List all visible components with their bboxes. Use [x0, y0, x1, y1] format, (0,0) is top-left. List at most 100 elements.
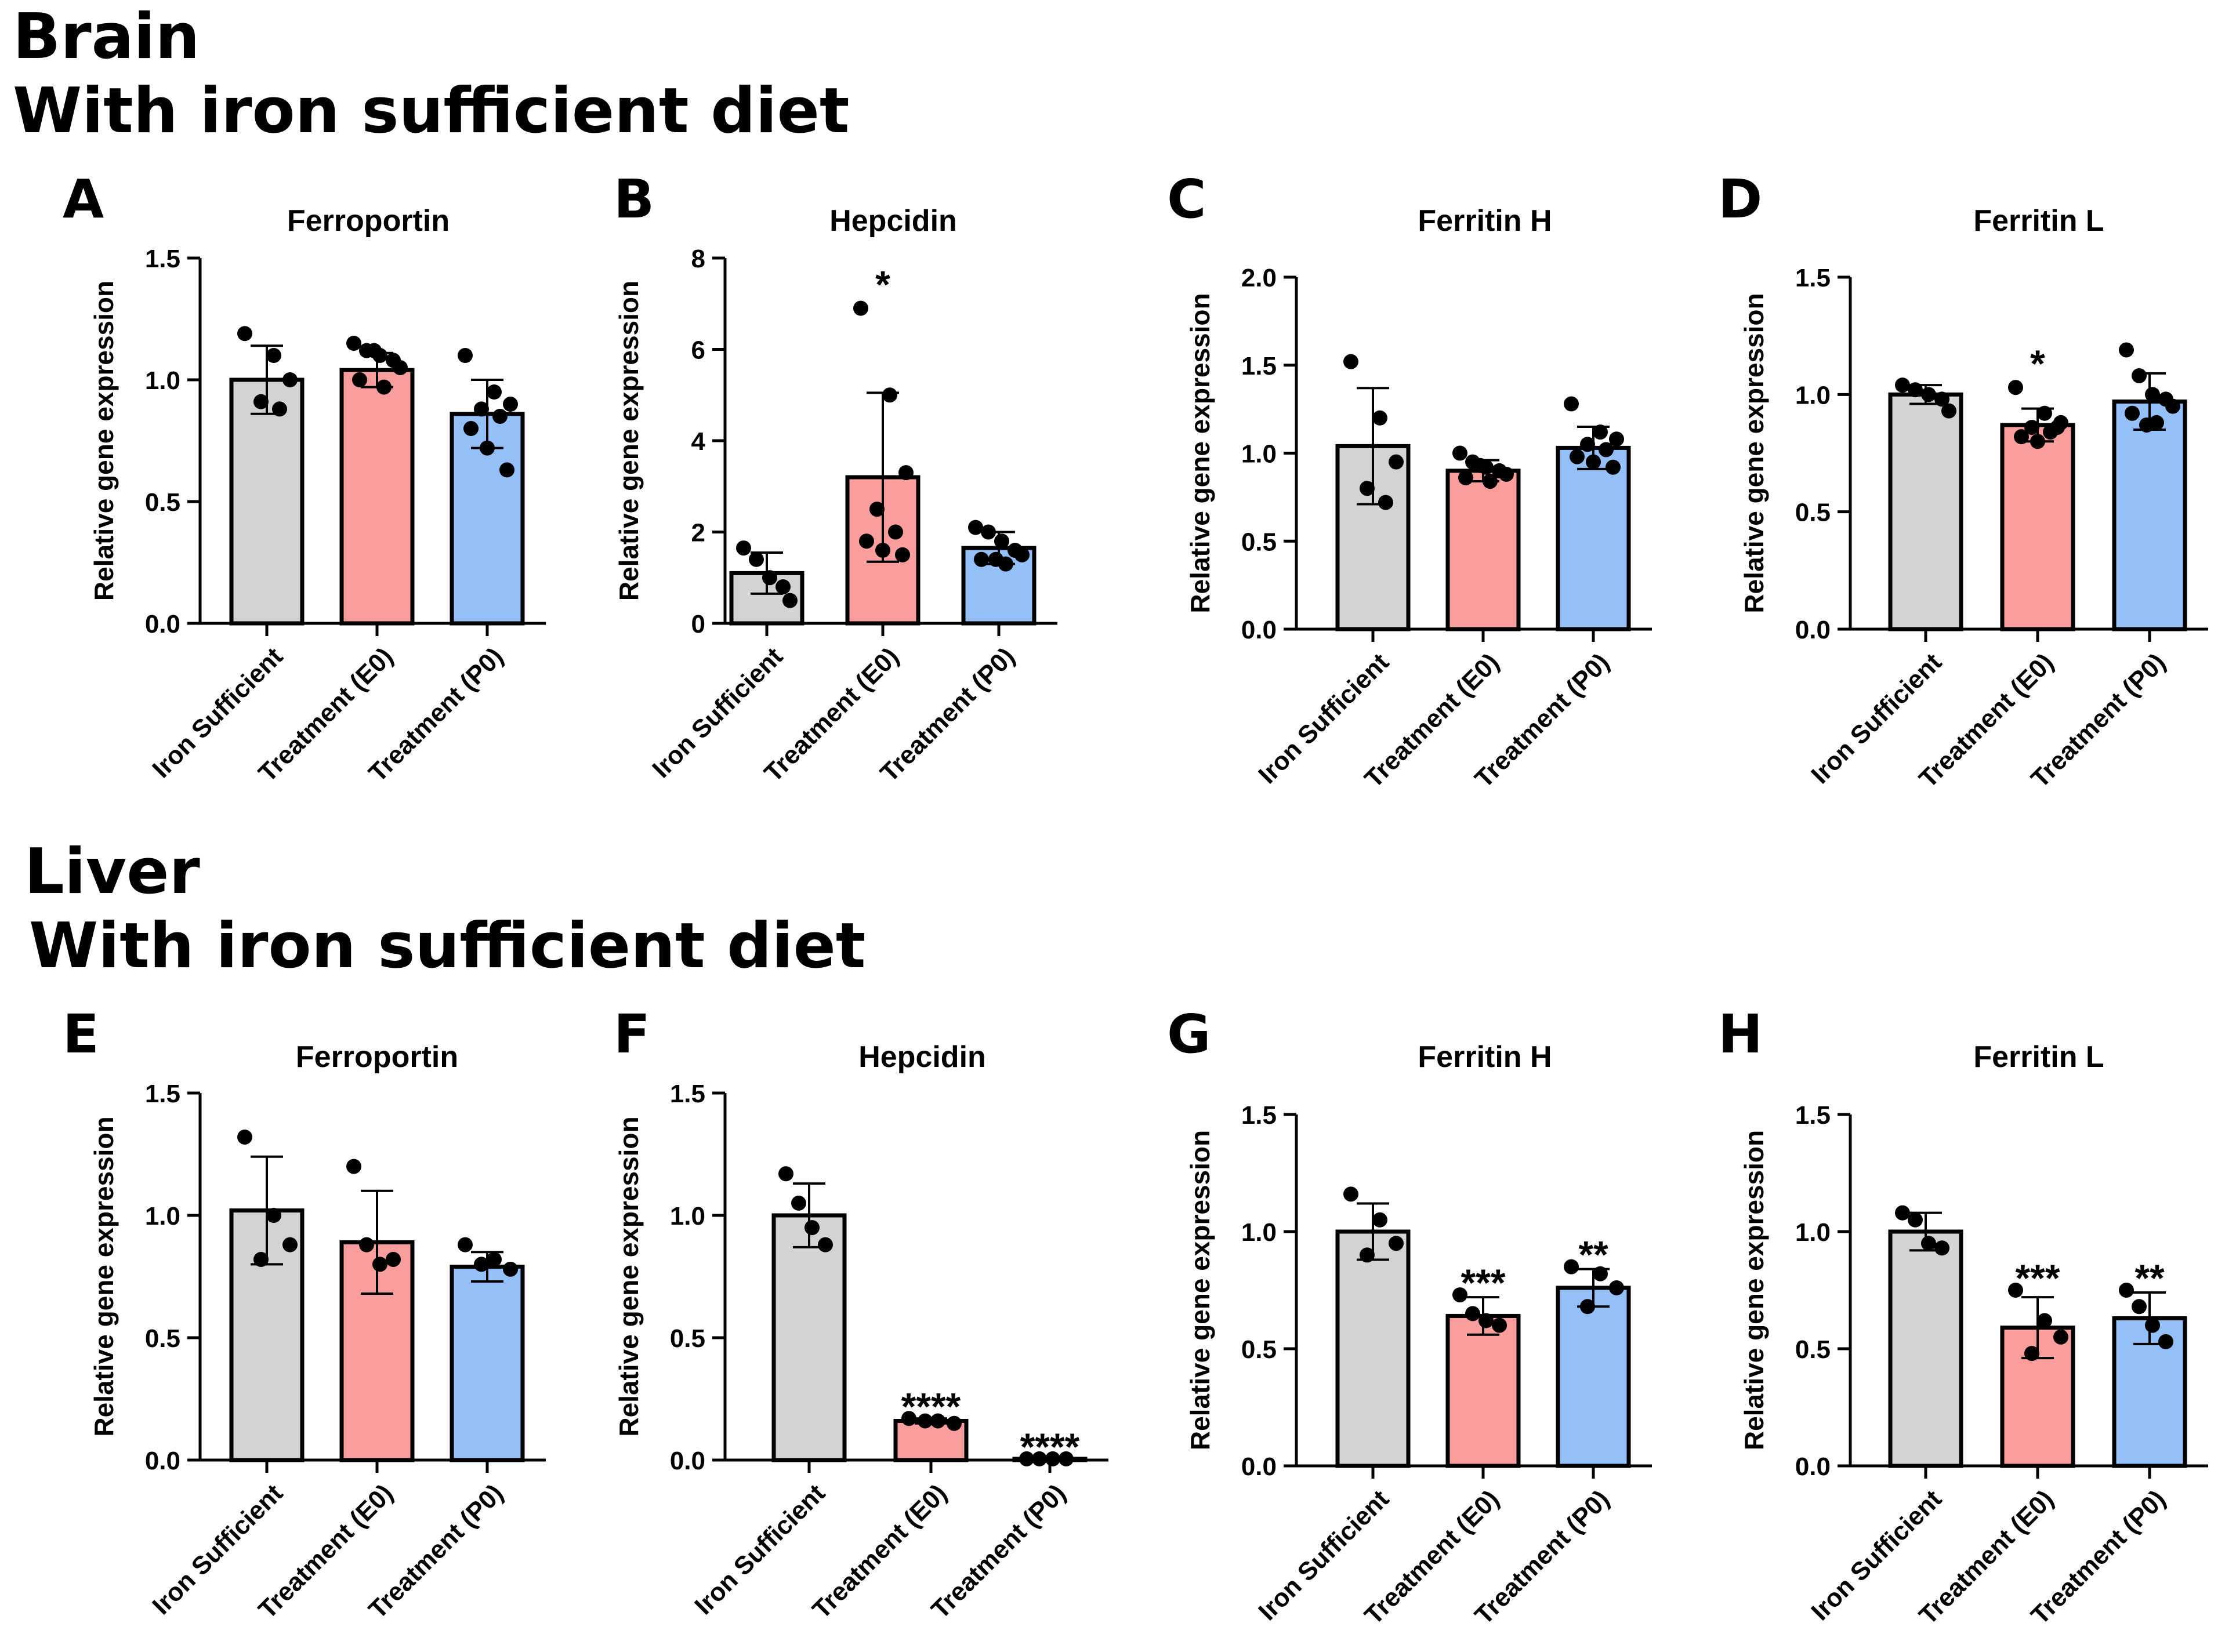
significance-marker: *** — [1461, 1261, 1505, 1304]
data-point — [237, 326, 252, 342]
y-axis-label: Relative gene expression — [1739, 1130, 1769, 1450]
y-tick-label: 0.5 — [1795, 1335, 1831, 1364]
data-point — [474, 1257, 489, 1272]
data-point — [875, 543, 890, 558]
data-point — [1389, 1236, 1404, 1251]
significance-marker: **** — [1020, 1425, 1080, 1468]
data-point — [237, 1129, 252, 1145]
bar — [1888, 1229, 1963, 1468]
data-point — [1586, 454, 1601, 470]
bar — [2000, 423, 2075, 631]
y-tick-label: 1.5 — [1241, 1101, 1277, 1130]
y-tick-label: 6 — [691, 336, 705, 365]
data-point — [1378, 495, 1393, 510]
section-title-liver: Liver — [24, 836, 200, 908]
y-axis-label: Relative gene expression — [1185, 1130, 1215, 1450]
bar — [339, 368, 415, 626]
data-point — [1032, 1451, 1047, 1466]
data-point — [487, 384, 502, 400]
data-point — [1059, 1451, 1074, 1466]
bar — [1556, 445, 1631, 631]
data-point — [853, 300, 868, 316]
data-point — [2024, 1346, 2039, 1361]
data-point — [372, 1257, 387, 1272]
panel-g: G Ferritin H Relative gene expression 0.0 0.… — [1167, 1003, 1652, 1630]
y-tick-label: 0.5 — [145, 1324, 180, 1353]
y-tick-label: 0.5 — [1795, 499, 1831, 527]
y-axis-label: Relative gene expression — [614, 1116, 644, 1436]
panel-title: Hepcidin — [858, 1040, 986, 1074]
data-point — [791, 1195, 806, 1211]
y-axis-label: Relative gene expression — [89, 1116, 119, 1436]
data-point — [1452, 445, 1467, 461]
y-tick-label: 1.5 — [145, 1080, 180, 1108]
data-point — [968, 520, 983, 535]
section-subtitle-liver: With iron sufficient diet — [29, 910, 865, 982]
data-point — [1372, 1212, 1387, 1228]
y-tick-label: 1.5 — [670, 1080, 705, 1108]
y-tick-label: 1.5 — [145, 245, 180, 273]
y-tick-label: 0.0 — [1241, 1453, 1277, 1481]
data-point — [1609, 431, 1624, 447]
data-point — [1360, 481, 1375, 496]
data-point — [947, 1415, 962, 1431]
data-point — [282, 372, 298, 387]
y-axis-label: Relative gene expression — [1185, 293, 1215, 613]
y-tick-label: 1.0 — [145, 366, 180, 395]
y-tick-label: 1.0 — [1241, 440, 1277, 469]
panel-d: D Ferritin L Relative gene expression 0.0 0.… — [1718, 168, 2208, 793]
data-point — [1360, 1247, 1375, 1263]
data-point — [1941, 403, 1956, 419]
y-tick-label: 1.5 — [1795, 264, 1831, 292]
data-point — [988, 551, 1003, 567]
panel-label: E — [63, 1003, 99, 1065]
panel-e: E Ferroportin Relative gene expression 0.0 0… — [63, 1003, 546, 1624]
data-point — [778, 1166, 793, 1182]
section-title-brain: Brain — [13, 1, 200, 73]
data-point — [386, 1251, 401, 1267]
panel-label: H — [1718, 1003, 1763, 1065]
data-point — [762, 570, 777, 586]
data-point — [898, 465, 914, 481]
bar — [229, 377, 305, 626]
data-point — [480, 440, 495, 456]
data-point — [463, 421, 479, 436]
data-point — [1483, 474, 1498, 489]
y-tick-label: 0.0 — [1795, 616, 1831, 644]
y-tick-label: 1.5 — [1241, 352, 1277, 380]
data-point — [2145, 1317, 2160, 1333]
y-axis-label: Relative gene expression — [89, 281, 119, 601]
data-point — [869, 502, 885, 517]
data-point — [1473, 458, 1488, 473]
y-tick-label: 0.0 — [145, 610, 180, 638]
panel-label: G — [1167, 1003, 1211, 1065]
data-point — [1492, 1317, 1507, 1333]
data-point — [1465, 1306, 1480, 1321]
data-point — [859, 533, 874, 549]
significance-marker: ** — [2134, 1257, 2165, 1299]
data-point — [253, 394, 269, 409]
data-point — [1908, 382, 1923, 398]
data-point — [376, 379, 392, 395]
y-tick-label: 1.0 — [1241, 1218, 1277, 1247]
data-point — [282, 1237, 298, 1252]
y-tick-label: 4 — [691, 427, 706, 456]
data-point — [1921, 1236, 1936, 1251]
data-point — [503, 397, 518, 412]
y-tick-label: 2 — [691, 519, 705, 547]
data-point — [474, 401, 489, 417]
data-point — [346, 1159, 361, 1174]
data-point — [2132, 1299, 2147, 1315]
data-point — [2158, 1334, 2173, 1349]
data-point — [918, 1413, 933, 1429]
panel-label: D — [1718, 168, 1762, 230]
data-point — [1908, 1212, 1923, 1228]
data-point — [1580, 437, 1595, 452]
data-point — [503, 1261, 518, 1277]
data-point — [272, 401, 287, 417]
data-point — [1019, 1451, 1034, 1466]
panel-label: F — [614, 1003, 650, 1065]
y-tick-label: 2.0 — [1241, 264, 1277, 292]
data-point — [2145, 387, 2160, 402]
data-point — [1934, 391, 1949, 407]
